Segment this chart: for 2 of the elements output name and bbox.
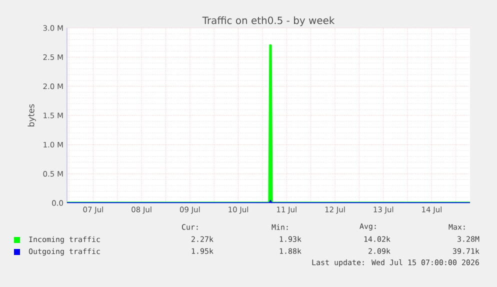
chart-title: Traffic on eth0.5 - by week [202,16,335,26]
y-axis-title: bytes [28,104,36,126]
